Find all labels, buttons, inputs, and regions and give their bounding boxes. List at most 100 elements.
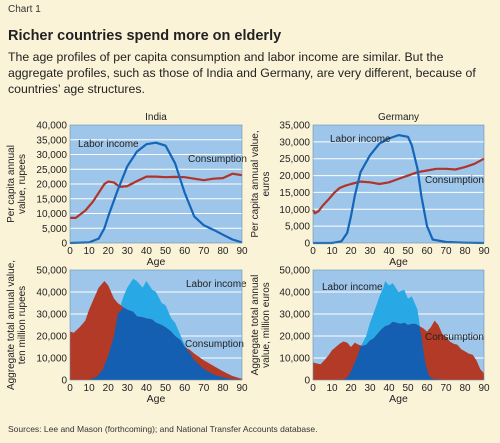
india-per-capita-xtick-label: 40 [141,246,153,257]
germany-per-capita-xtick-label: 60 [421,246,433,257]
germany-aggregate-yaxis-label: Aggregate total annual [250,275,261,376]
germany-per-capita-labor-income-line [313,134,485,245]
india-aggregate-ytick-label: 0 [61,376,67,387]
india-per-capita-xtick-label: 50 [160,246,172,257]
india-aggregate-overlap-area [70,307,242,380]
india-per-capita-ytick-label: 30,000 [36,150,67,161]
germany-aggregate-frame [312,269,485,381]
germany-per-capita-ytick-label: 35,000 [279,121,310,132]
germany-aggregate-annotation-labor-income: Labor income [322,282,383,293]
germany-aggregate-xtick-label: 0 [310,383,316,394]
germany-per-capita-ytick-label: 5,000 [285,222,310,233]
germany-per-capita-xtick-label: 40 [383,246,395,257]
india-per-capita-title: India [145,112,167,123]
india-per-capita-frame [69,124,243,244]
india-aggregate-ytick-label: 40,000 [36,288,67,299]
germany-aggregate-ytick-label: 30,000 [279,310,310,321]
india-per-capita-labor-income-line [69,141,243,245]
germany-per-capita-xtick-label: 70 [440,246,452,257]
india-aggregate-annotation-labor-income: Labor income [186,279,247,290]
india-per-capita-ytick-label: 5,000 [42,224,67,235]
germany-aggregate-ytick-label: 0 [304,376,310,387]
germany-per-capita-xaxis-label: Age [389,256,408,268]
india-per-capita-ytick-label: 25,000 [36,165,67,176]
germany-per-capita-annotation-consumption: Consumption [425,175,484,186]
india-per-capita-xtick-label: 60 [179,246,191,257]
india-aggregate-ytick-label: 20,000 [36,332,67,343]
germany-aggregate-xtick-label: 40 [383,383,395,394]
india-aggregate-xtick-label: 40 [141,383,153,394]
india-per-capita-ytick-label: 15,000 [36,194,67,205]
germany-per-capita-ytick-label: 25,000 [279,154,310,165]
india-per-capita-ytick-label: 35,000 [36,135,67,146]
germany-per-capita-yaxis-label: Per capita annual value, [250,130,261,237]
germany-aggregate-ytick-label: 20,000 [279,332,310,343]
germany-per-capita-ytick-label: 15,000 [279,188,310,199]
india-aggregate-ytick-label: 10,000 [36,354,67,365]
chart-number: Chart 1 [8,4,41,15]
germany-per-capita-title: Germany [378,112,419,123]
india-per-capita-yaxis-label: Per capita annual [6,145,17,223]
germany-aggregate-ytick-label: 50,000 [279,266,310,277]
germany-per-capita-ytick-label: 0 [304,239,310,250]
germany-aggregate-xaxis-label: Age [389,393,408,405]
source-note: Sources: Lee and Mason (forthcoming); an… [8,424,318,434]
india-per-capita-xtick-label: 0 [67,246,73,257]
germany-per-capita-xtick-label: 50 [402,246,414,257]
india-aggregate-xaxis-label: Age [147,393,166,405]
germany-per-capita-xtick-label: 90 [478,246,490,257]
india-per-capita-xtick-label: 90 [236,246,248,257]
india-per-capita-xtick-label: 20 [103,246,115,257]
india-aggregate-frame [69,269,243,381]
germany-per-capita-xtick-label: 80 [459,246,471,257]
germany-per-capita-xtick-label: 20 [345,246,357,257]
germany-per-capita-ytick-label: 10,000 [279,205,310,216]
germany-aggregate-xtick-label: 20 [345,383,357,394]
germany-per-capita-yaxis-label: euros [261,171,272,196]
germany-aggregate-xtick-label: 90 [478,383,490,394]
india-per-capita-ytick-label: 0 [61,239,67,250]
india-aggregate-xtick-label: 30 [122,383,134,394]
india-aggregate-xtick-label: 60 [179,383,191,394]
india-per-capita-annotation-consumption: Consumption [188,154,247,165]
india-aggregate-ytick-label: 30,000 [36,310,67,321]
india-aggregate-xtick-label: 70 [198,383,210,394]
india-per-capita-ytick-label: 20,000 [36,180,67,191]
figure-title: Richer countries spend more on elderly [8,28,282,44]
germany-aggregate-xtick-label: 50 [402,383,414,394]
india-per-capita-ytick-label: 10,000 [36,209,67,220]
germany-per-capita-annotation-labor-income: Labor income [330,134,391,145]
germany-per-capita-plot-area [313,125,484,243]
germany-per-capita-xtick-label: 10 [326,246,338,257]
germany-aggregate-xtick-label: 10 [326,383,338,394]
india-per-capita-annotation-labor-income: Labor income [78,139,139,150]
germany-per-capita-xtick-label: 0 [310,246,316,257]
india-aggregate-ytick-label: 50,000 [36,266,67,277]
germany-per-capita-ytick-label: 20,000 [279,171,310,182]
india-aggregate-xtick-label: 20 [103,383,115,394]
india-per-capita-xtick-label: 70 [198,246,210,257]
india-per-capita-xtick-label: 10 [84,246,96,257]
germany-aggregate-xtick-label: 60 [421,383,433,394]
india-aggregate-annotation-consumption: Consumption [185,339,244,350]
india-aggregate-yaxis-label: ten million rupees [17,286,28,364]
germany-aggregate-yaxis-label: value, million euros [261,282,272,368]
india-aggregate-xtick-label: 80 [217,383,229,394]
germany-aggregate-xtick-label: 30 [364,383,376,394]
germany-aggregate-annotation-consumption: Consumption [425,332,484,343]
india-per-capita-consumption-line [70,172,243,219]
india-per-capita-ytick-label: 40,000 [36,121,67,132]
india-aggregate-xtick-label: 0 [67,383,73,394]
germany-aggregate-overlap-area [313,321,484,380]
india-per-capita-xaxis-label: Age [147,256,166,268]
germany-per-capita-ytick-label: 30,000 [279,137,310,148]
india-aggregate-xtick-label: 90 [236,383,248,394]
germany-per-capita-frame [312,124,485,244]
india-per-capita-yaxis-label: value, rupees [17,154,28,214]
germany-aggregate-ytick-label: 40,000 [279,288,310,299]
germany-aggregate-ytick-label: 10,000 [279,354,310,365]
germany-per-capita-consumption-line [312,157,485,215]
germany-aggregate-xtick-label: 80 [459,383,471,394]
india-per-capita-xtick-label: 80 [217,246,229,257]
